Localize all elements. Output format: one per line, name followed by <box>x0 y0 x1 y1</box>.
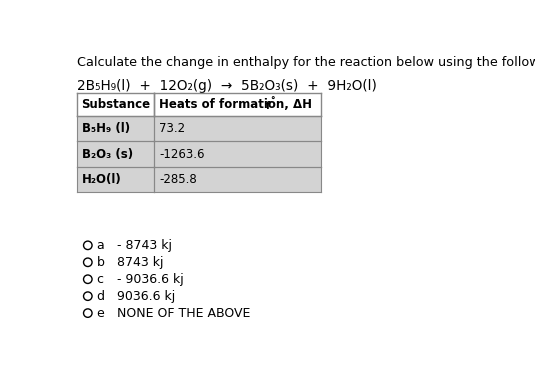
Bar <box>77 167 321 192</box>
Text: B₅H₉ (l): B₅H₉ (l) <box>82 122 129 135</box>
Text: -285.8: -285.8 <box>159 173 197 186</box>
Text: 9036.6 kj: 9036.6 kj <box>117 290 175 303</box>
Bar <box>77 93 321 116</box>
Text: b: b <box>97 256 104 269</box>
Text: - 9036.6 kj: - 9036.6 kj <box>117 273 184 286</box>
Text: 8743 kj: 8743 kj <box>117 256 163 269</box>
Text: f: f <box>266 102 270 111</box>
Text: Heats of formation, ΔH: Heats of formation, ΔH <box>159 98 312 111</box>
Text: c: c <box>97 273 104 286</box>
Text: H₂O(l): H₂O(l) <box>82 173 121 186</box>
Text: d: d <box>97 290 105 303</box>
Text: - 8743 kj: - 8743 kj <box>117 239 172 252</box>
Text: 73.2: 73.2 <box>159 122 185 135</box>
Text: a: a <box>97 239 104 252</box>
Text: e: e <box>97 307 104 320</box>
Text: 2B₅H₉(l)  +  12O₂(g)  →  5B₂O₃(s)  +  9H₂O(l): 2B₅H₉(l) + 12O₂(g) → 5B₂O₃(s) + 9H₂O(l) <box>77 79 377 93</box>
Text: B₂O₃ (s): B₂O₃ (s) <box>82 147 133 161</box>
Bar <box>77 116 321 141</box>
Text: NONE OF THE ABOVE: NONE OF THE ABOVE <box>117 307 250 320</box>
Text: -1263.6: -1263.6 <box>159 147 204 161</box>
Text: °: ° <box>271 97 275 106</box>
Text: Substance: Substance <box>82 98 151 111</box>
Text: Calculate the change in enthalpy for the reaction below using the following data: Calculate the change in enthalpy for the… <box>77 56 535 69</box>
Bar <box>77 141 321 167</box>
